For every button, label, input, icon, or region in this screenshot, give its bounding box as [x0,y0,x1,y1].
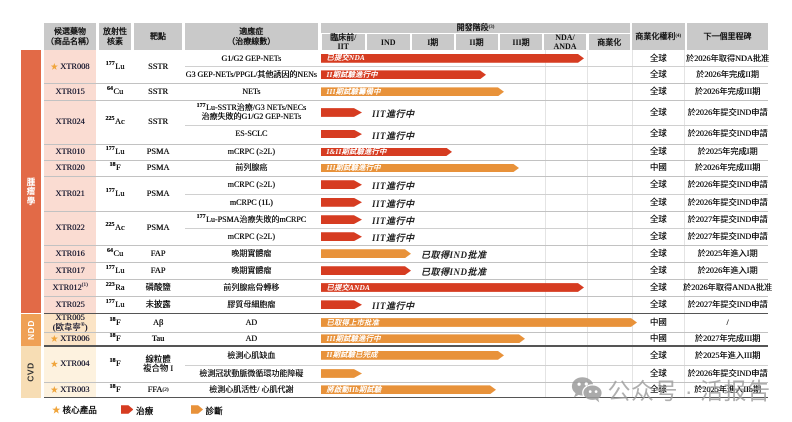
svg-text:公众号 · 活报告: 公众号 · 活报告 [608,378,771,404]
